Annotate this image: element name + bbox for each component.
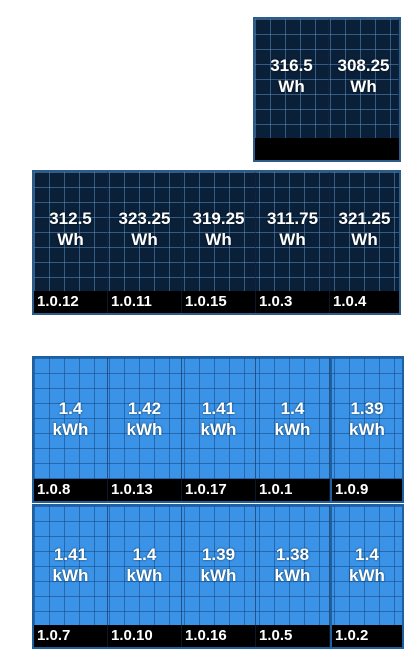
energy-value-number: 319.25 — [192, 209, 245, 228]
energy-value: 1.39 kWh — [332, 398, 402, 440]
energy-value-unit: Wh — [279, 230, 306, 249]
device-id-label: 1.0.3 — [259, 293, 293, 310]
device-id-label: 1.0.12 — [37, 293, 79, 310]
energy-value-unit: kWh — [349, 566, 385, 585]
energy-tile[interactable]: 1.4 kWh 1.0.1 — [256, 358, 330, 501]
energy-tile[interactable]: 1.4 kWh 1.0.10 — [108, 506, 182, 647]
energy-tile[interactable]: 311.75 Wh 1.0.3 — [256, 172, 330, 313]
energy-value-number: 323.25 — [118, 209, 171, 228]
energy-value-number: 1.4 — [58, 399, 83, 418]
energy-value: 1.4 kWh — [34, 398, 107, 440]
device-id-label: 1.0.4 — [333, 293, 367, 310]
energy-value-number: 1.41 — [201, 399, 236, 418]
energy-value: 1.41 kWh — [34, 544, 107, 586]
label-bar — [34, 479, 402, 501]
energy-value-unit: kWh — [349, 420, 385, 439]
energy-tile[interactable]: 1.4 kWh 1.0.8 — [34, 358, 108, 501]
energy-value-unit: kWh — [52, 566, 89, 585]
energy-panel-kwh-row-1: 1.4 kWh 1.0.8 1.42 kWh 1.0.13 1.41 kWh 1… — [32, 356, 404, 503]
energy-panel-wh-row: 312.5 Wh 1.0.12 323.25 Wh 1.0.11 319.25 … — [32, 170, 401, 315]
energy-value-unit: kWh — [52, 420, 89, 439]
energy-tile[interactable]: 1.4 kWh 1.0.2 — [330, 506, 402, 647]
energy-value-number: 311.75 — [266, 209, 319, 228]
energy-value: 1.42 kWh — [108, 398, 181, 440]
label-bar — [34, 625, 402, 647]
energy-value-unit: kWh — [274, 420, 311, 439]
energy-value: 316.5 Wh — [255, 55, 328, 97]
device-id-label: 1.0.2 — [335, 627, 369, 644]
energy-value-unit: Wh — [57, 230, 84, 249]
energy-value: 1.4 kWh — [332, 544, 402, 586]
energy-value: 321.25 Wh — [330, 208, 399, 250]
energy-tile[interactable]: 1.39 kWh 1.0.16 — [182, 506, 256, 647]
energy-value: 308.25 Wh — [329, 55, 398, 97]
energy-value: 1.39 kWh — [182, 544, 255, 586]
energy-value: 312.5 Wh — [34, 208, 107, 250]
energy-tile[interactable]: 319.25 Wh 1.0.15 — [182, 172, 256, 313]
energy-value-unit: Wh — [131, 230, 158, 249]
energy-value-number: 312.5 — [49, 209, 92, 228]
energy-value-number: 1.42 — [127, 399, 162, 418]
energy-tile[interactable]: 1.42 kWh 1.0.13 — [108, 358, 182, 501]
energy-value-unit: kWh — [126, 420, 163, 439]
energy-tile[interactable]: 1.39 kWh 1.0.9 — [330, 358, 402, 501]
energy-value-number: 1.4 — [132, 545, 157, 564]
energy-tile[interactable]: 1.41 kWh 1.0.7 — [34, 506, 108, 647]
device-id-label: 1.0.9 — [335, 481, 369, 498]
energy-value-number: 316.5 — [270, 56, 313, 75]
energy-tile[interactable]: 323.25 Wh 1.0.11 — [108, 172, 182, 313]
device-id-label: 1.0.17 — [185, 481, 227, 498]
device-id-label: 1.0.1 — [259, 481, 293, 498]
energy-tile[interactable]: 321.25 Wh 1.0.4 — [330, 172, 399, 313]
device-id-label: 1.0.10 — [111, 627, 153, 644]
energy-value-unit: kWh — [274, 566, 311, 585]
energy-value-unit: Wh — [351, 230, 378, 249]
device-id-label: 1.0.16 — [185, 627, 227, 644]
device-id-label: 1.0.8 — [37, 481, 71, 498]
energy-value-unit: Wh — [205, 230, 232, 249]
energy-panel-top-right: 316.5 Wh 1.0.14 308.25 Wh 1.0.6 — [253, 17, 401, 162]
label-bar — [34, 291, 399, 313]
energy-value-unit: kWh — [200, 566, 237, 585]
device-id-label: 1.0.15 — [185, 293, 227, 310]
energy-value-number: 308.25 — [337, 56, 390, 75]
energy-value: 1.38 kWh — [256, 544, 329, 586]
energy-value-number: 1.39 — [350, 399, 384, 418]
energy-value: 1.4 kWh — [108, 544, 181, 586]
energy-tile[interactable]: 1.41 kWh 1.0.17 — [182, 358, 256, 501]
energy-value: 319.25 Wh — [182, 208, 255, 250]
energy-value-number: 321.25 — [338, 209, 391, 228]
label-bar — [255, 138, 399, 160]
energy-value-unit: kWh — [126, 566, 163, 585]
device-id-label: 1.0.7 — [37, 627, 71, 644]
energy-value-number: 1.39 — [201, 545, 236, 564]
energy-value-unit: kWh — [200, 420, 237, 439]
device-id-label: 1.0.13 — [111, 481, 153, 498]
energy-tile[interactable]: 1.38 kWh 1.0.5 — [256, 506, 330, 647]
energy-value-number: 1.4 — [280, 399, 305, 418]
device-id-label: 1.0.5 — [259, 627, 293, 644]
energy-value-number: 1.41 — [53, 545, 88, 564]
device-id-label: 1.0.11 — [111, 293, 152, 310]
energy-value: 1.4 kWh — [256, 398, 329, 440]
energy-value: 1.41 kWh — [182, 398, 255, 440]
energy-value-number: 1.4 — [355, 545, 379, 564]
energy-value-number: 1.38 — [275, 545, 310, 564]
energy-value-unit: Wh — [278, 77, 305, 96]
energy-value: 323.25 Wh — [108, 208, 181, 250]
energy-tile[interactable]: 312.5 Wh 1.0.12 — [34, 172, 108, 313]
energy-panel-kwh-row-2: 1.41 kWh 1.0.7 1.4 kWh 1.0.10 1.39 kWh 1… — [32, 504, 404, 649]
energy-value: 311.75 Wh — [256, 208, 329, 250]
energy-value-unit: Wh — [350, 77, 377, 96]
